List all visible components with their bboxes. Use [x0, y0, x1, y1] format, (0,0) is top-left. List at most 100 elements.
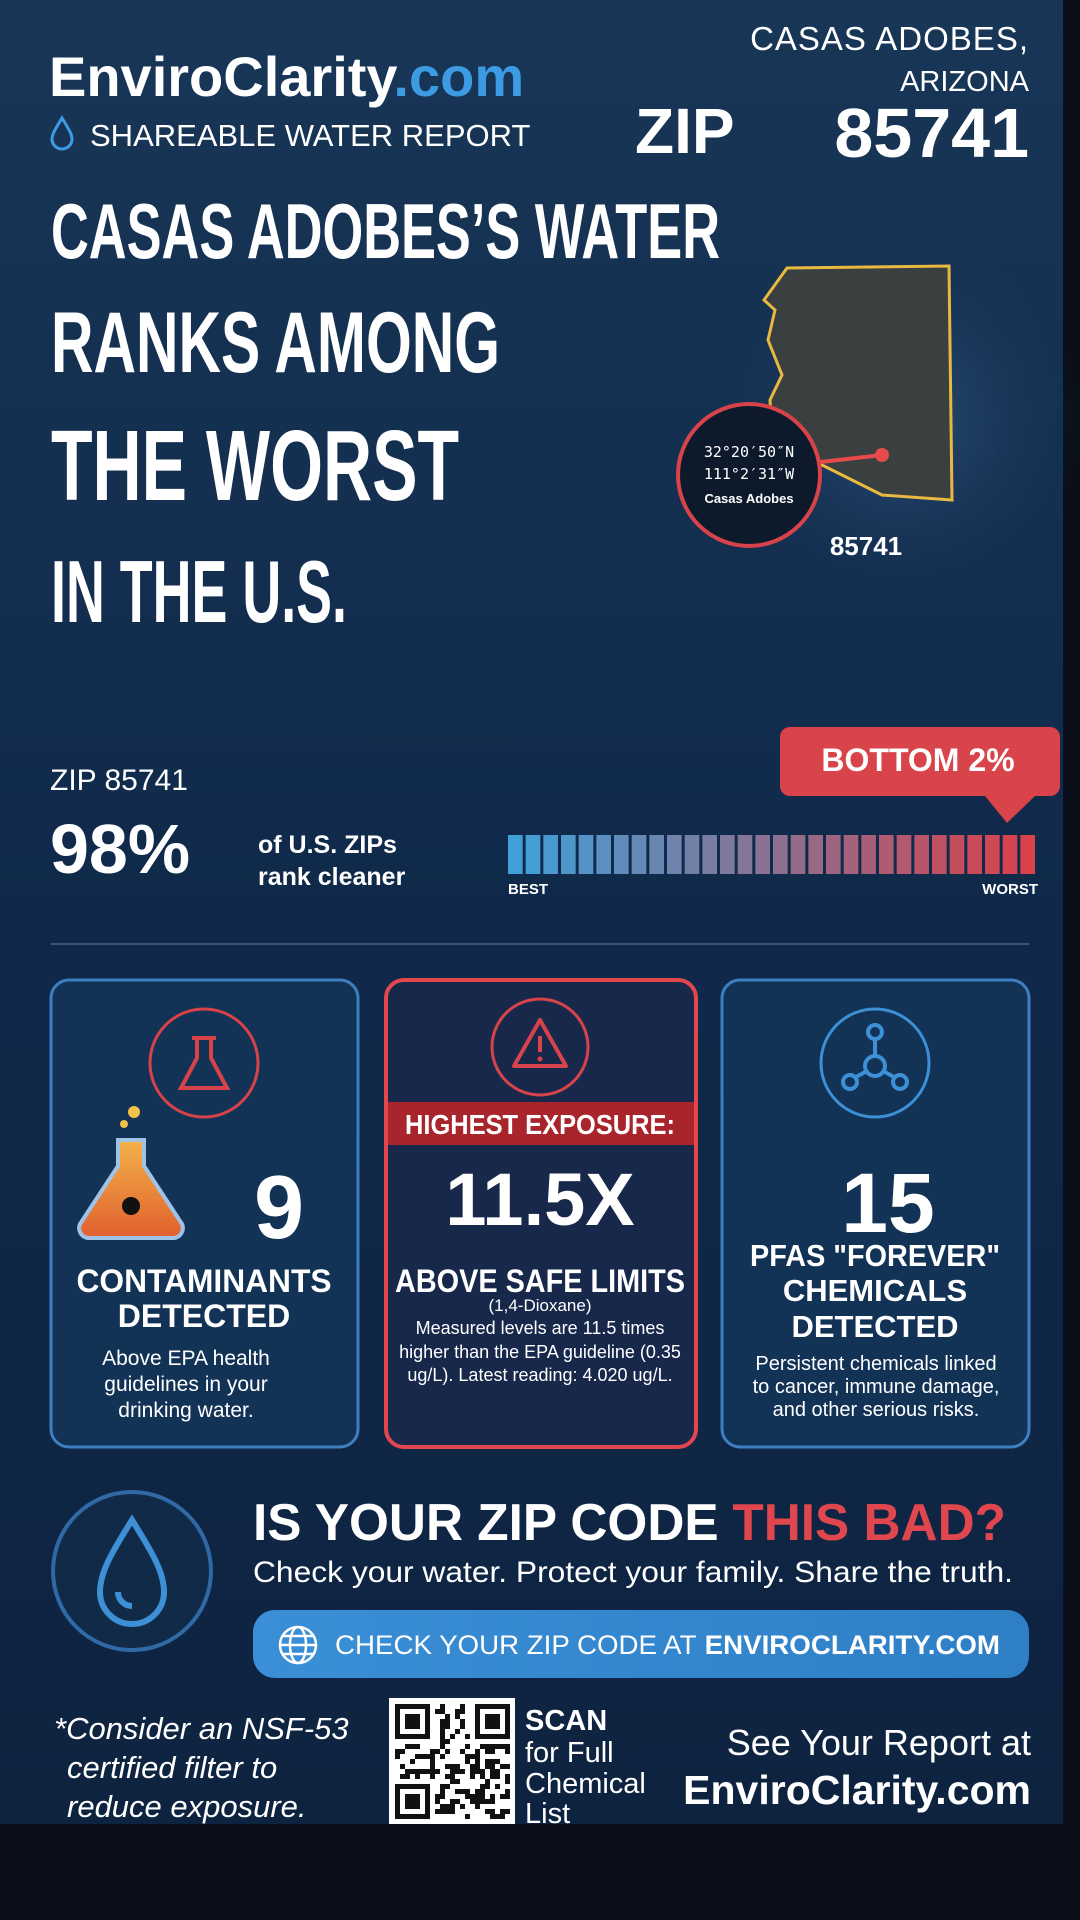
scale-segment — [649, 835, 664, 874]
qr-cell — [480, 1789, 485, 1794]
qr-cell — [460, 1724, 465, 1729]
molecule-shape — [841, 1023, 909, 1091]
qr-cell — [430, 1749, 435, 1754]
qr-cell — [485, 1784, 490, 1789]
scale-segment — [1020, 835, 1035, 874]
scale-segment — [525, 835, 541, 874]
card-description: Persistent chemicals linked — [755, 1353, 996, 1375]
qr-cell — [430, 1754, 435, 1759]
qr-cell — [400, 1764, 405, 1769]
headline-line: RANKS AMONG — [51, 295, 500, 391]
qr-cell — [485, 1809, 490, 1814]
qr-cell — [440, 1794, 445, 1799]
scale-segment — [896, 835, 912, 874]
qr-cell — [505, 1744, 510, 1749]
qr-cell — [435, 1799, 440, 1804]
qr-cell — [450, 1804, 455, 1809]
scan-text: Chemical — [525, 1768, 646, 1800]
qr-cell — [465, 1789, 470, 1794]
ranking-percent: 98% — [50, 810, 190, 888]
qr-cell — [475, 1749, 480, 1754]
qr-cell — [455, 1799, 460, 1804]
qr-cell — [400, 1774, 405, 1779]
qr-cell — [495, 1774, 500, 1779]
molecule-icon — [819, 1007, 931, 1119]
percentile-scale — [508, 835, 1035, 874]
qr-cell — [455, 1789, 460, 1794]
qr-cell — [440, 1719, 445, 1724]
qr-cell — [460, 1789, 465, 1794]
card-banner: HIGHEST EXPOSURE: — [405, 1109, 675, 1140]
qr-cell — [435, 1769, 440, 1774]
qr-cell — [445, 1739, 450, 1744]
qr-cell — [430, 1774, 435, 1779]
report-link[interactable]: EnviroClarity.com — [683, 1767, 1031, 1813]
headline-line: THE WORST — [51, 410, 459, 522]
qr-cell — [460, 1769, 465, 1774]
bubble — [128, 1106, 140, 1118]
qr-cell — [480, 1769, 485, 1774]
scan-text: for Full — [525, 1737, 614, 1769]
qr-cell — [465, 1794, 470, 1799]
longitude: 111°2′31″W — [704, 465, 795, 483]
qr-cell — [505, 1809, 510, 1814]
card — [384, 978, 698, 1449]
qr-cell — [450, 1809, 455, 1814]
qr-cell — [495, 1784, 500, 1789]
scale-segment — [631, 835, 647, 874]
skull — [122, 1197, 140, 1215]
qr-cell — [405, 1744, 410, 1749]
qr-cell — [475, 1789, 480, 1794]
drop-large — [96, 1514, 168, 1627]
scale-segment — [949, 835, 965, 874]
qr-cell — [430, 1759, 435, 1764]
ranking-zip: ZIP 85741 — [50, 764, 188, 797]
qr-cell — [490, 1769, 495, 1774]
scale-segment — [967, 835, 982, 874]
cta-button-text[interactable]: CHECK YOUR ZIP CODE AT ENVIROCLARITY.COM — [335, 1630, 1000, 1660]
brand-name: EnviroClarity — [49, 45, 397, 108]
qr-cell — [480, 1744, 485, 1749]
qr-cell — [460, 1709, 465, 1714]
card-description: Measured levels are 11.5 times — [416, 1318, 665, 1338]
scale-segment — [790, 835, 806, 874]
qr-cell — [475, 1764, 480, 1769]
scale-segment — [561, 835, 576, 874]
card-description: guidelines in your — [104, 1373, 267, 1396]
qr-cell — [490, 1794, 495, 1799]
cta-button-highlight[interactable]: ENVIROCLARITY.COM — [705, 1630, 1000, 1660]
qr-cell — [495, 1744, 500, 1749]
location-circle — [676, 402, 822, 548]
warning-dot — [537, 1056, 543, 1062]
headline-line: IN THE U.S. — [51, 542, 347, 641]
qr-cell — [505, 1764, 510, 1769]
scale-segment — [596, 835, 611, 874]
card-description: higher than the EPA guideline (0.35 — [399, 1342, 681, 1362]
qr-cell — [485, 1759, 490, 1764]
qr-cell — [445, 1784, 450, 1789]
qr-cell — [500, 1794, 505, 1799]
scale-segment — [614, 835, 629, 874]
cta-button-main[interactable]: CHECK YOUR ZIP CODE AT — [335, 1630, 696, 1660]
qr-cell — [505, 1789, 510, 1794]
qr-cell — [440, 1704, 445, 1709]
card-description: Above EPA health — [102, 1347, 270, 1370]
qr-cell — [465, 1759, 470, 1764]
flask-icon — [148, 1007, 260, 1119]
qr-cell — [505, 1774, 510, 1779]
badge-text: BOTTOM 2% — [821, 742, 1014, 778]
qr-cell — [490, 1814, 495, 1819]
qr-cell — [445, 1804, 450, 1809]
city: CASAS ADOBES, — [750, 20, 1029, 57]
edge-strip — [1063, 0, 1080, 1920]
qr-cell — [450, 1769, 455, 1774]
qr-cell — [475, 1754, 480, 1759]
qr-cell — [500, 1764, 505, 1769]
cta-button[interactable] — [253, 1610, 1029, 1678]
scale-segment — [879, 835, 894, 874]
qr-cell — [495, 1769, 500, 1774]
qr-cell — [455, 1709, 460, 1714]
qr-cell — [480, 1784, 485, 1789]
